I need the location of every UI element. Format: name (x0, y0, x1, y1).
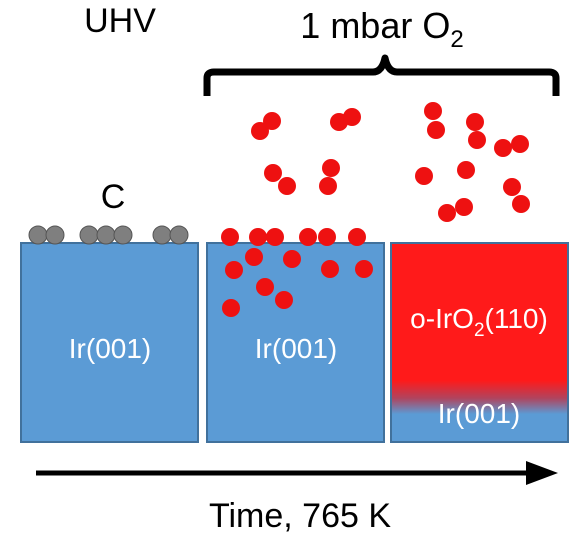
oxygen-atom (494, 139, 512, 157)
oxygen-atom (245, 248, 263, 266)
oxygen-atom (251, 122, 269, 140)
oxygen-atom (503, 178, 521, 196)
oxygen-atom (457, 161, 475, 179)
oxygen-atom (455, 198, 473, 216)
time-axis-label: Time, 765 K (209, 497, 391, 535)
oxygen-atom (319, 177, 337, 195)
time-arrow-head (526, 461, 558, 485)
oxide-label-subscript: 2 (474, 320, 485, 341)
oxygen-atom (427, 121, 445, 139)
oxide-block (390, 242, 569, 443)
carbon-atom (96, 225, 116, 245)
oxygen-atom (222, 299, 240, 317)
substrate-block (20, 242, 199, 443)
carbon-label: C (101, 178, 126, 216)
carbon-atom (45, 225, 65, 245)
oxygen-atom (263, 112, 281, 130)
oxygen-atom (225, 261, 243, 279)
carbon-atoms (28, 225, 189, 245)
oxygen-atom (283, 250, 301, 268)
carbon-atom (113, 225, 133, 245)
carbon-atom (152, 225, 172, 245)
oxygen-atom (221, 228, 239, 246)
curly-brace (203, 54, 560, 96)
oxygen-atom (275, 291, 293, 309)
oxygen-atom (299, 228, 317, 246)
substrate-label: Ir(001) (438, 398, 520, 429)
oxygen-atom (438, 204, 456, 222)
oxygen-atom (348, 228, 366, 246)
oxygen-atoms (415, 102, 530, 222)
oxide-label-prefix: o-IrO (410, 303, 474, 334)
oxygen-atom (512, 195, 530, 213)
oxygen-atom (343, 108, 361, 126)
uhv-label: UHV (84, 2, 156, 40)
oxygen-atom (424, 102, 442, 120)
oxygen-atom (415, 167, 433, 185)
oxygen-pressure-text: 1 mbar O (300, 5, 450, 46)
panel-o2-adsorbed: Ir(001) (206, 108, 385, 443)
panel-oxide: o-IrO2(110) Ir(001) (390, 102, 569, 443)
oxide-label: o-IrO2(110) (410, 303, 548, 341)
oxygen-atom (321, 260, 339, 278)
oxygen-atom (322, 159, 340, 177)
oxygen-atom (278, 177, 296, 195)
oxygen-atom (511, 135, 529, 153)
carbon-atom (79, 225, 99, 245)
oxygen-atom (466, 113, 484, 131)
panel-uhv: Ir(001) (20, 225, 199, 443)
oxygen-pressure-label: 1 mbar O2 (300, 5, 463, 53)
substrate-label: Ir(001) (69, 333, 151, 364)
oxygen-atom (355, 260, 373, 278)
oxygen-atom (266, 228, 284, 246)
oxygen-atom (264, 164, 282, 182)
oxygen-atom (249, 228, 267, 246)
carbon-atom (169, 225, 189, 245)
oxygen-atom (318, 228, 336, 246)
oxygen-subscript: 2 (450, 26, 463, 53)
time-arrow (36, 461, 558, 485)
oxygen-atom (256, 278, 274, 296)
oxygen-atom (468, 131, 486, 149)
oxygen-atoms (221, 108, 373, 317)
carbon-atom (28, 225, 48, 245)
substrate-label: Ir(001) (255, 333, 337, 364)
oxide-label-suffix: (110) (485, 303, 548, 334)
